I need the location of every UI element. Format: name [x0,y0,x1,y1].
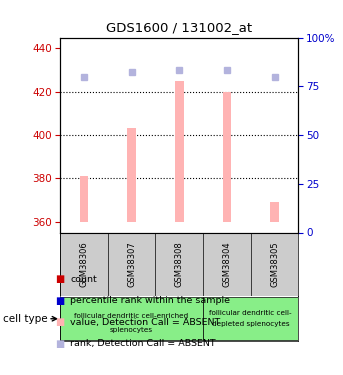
Bar [60,297,203,340]
Text: rank, Detection Call = ABSENT: rank, Detection Call = ABSENT [70,339,216,348]
Bar [175,81,184,222]
Text: GSM38304: GSM38304 [222,242,232,287]
Text: ■: ■ [56,274,64,284]
Text: depleted splenocytes: depleted splenocytes [212,321,289,327]
Text: percentile rank within the sample: percentile rank within the sample [70,296,230,305]
Text: value, Detection Call = ABSENT: value, Detection Call = ABSENT [70,318,221,327]
Text: GSM38306: GSM38306 [79,242,88,287]
Text: follicular dendritic cell-: follicular dendritic cell- [210,310,292,316]
Bar [127,129,136,222]
Text: GSM38307: GSM38307 [127,242,136,287]
Text: splenocytes: splenocytes [110,327,153,333]
Title: GDS1600 / 131002_at: GDS1600 / 131002_at [106,21,252,33]
Text: ■: ■ [56,339,64,348]
Text: ■: ■ [56,296,64,306]
Text: count: count [70,275,97,284]
Text: follicular dendritic cell-enriched: follicular dendritic cell-enriched [74,314,189,320]
Text: GSM38305: GSM38305 [270,242,279,287]
Bar [203,297,298,340]
Text: ■: ■ [56,317,64,327]
Bar [270,202,279,222]
Text: cell type: cell type [3,314,48,324]
Text: GSM38308: GSM38308 [175,242,184,287]
Bar [80,176,88,222]
Bar [223,92,231,222]
